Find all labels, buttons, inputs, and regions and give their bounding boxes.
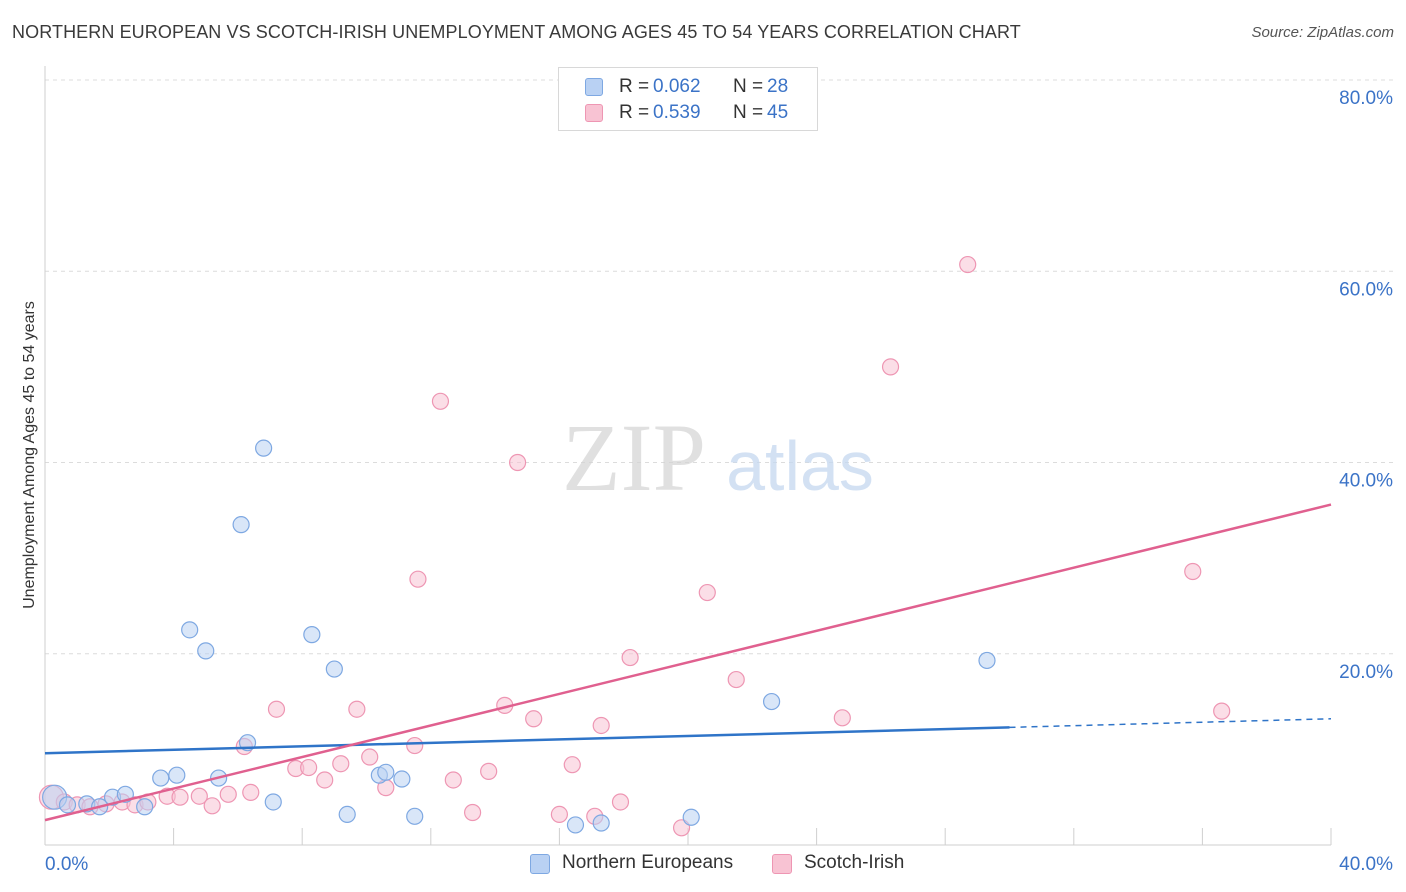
legend-swatch-blue <box>585 78 603 96</box>
scotch-irish-point <box>525 710 543 728</box>
legend-label: Scotch-Irish <box>804 852 905 873</box>
northern-europeans-point <box>338 805 356 824</box>
northern-europeans-point <box>152 769 170 787</box>
scotch-irish-point <box>444 771 462 789</box>
scotch-irish-point <box>959 255 977 274</box>
northern-europeans-point <box>136 798 154 816</box>
scotch-irish-point <box>267 700 286 718</box>
scotch-irish-point <box>190 787 208 805</box>
legend-swatch-pink <box>772 854 792 874</box>
legend-swatch-blue <box>530 854 550 874</box>
x-tick-label: 40.0% <box>1339 854 1393 875</box>
legend-n-label: N = <box>733 102 764 123</box>
trend-lines <box>44 503 1332 822</box>
scotch-irish-point <box>431 392 450 410</box>
northern-europeans-point <box>264 793 282 811</box>
northern-europeans-trend-extension <box>1009 718 1332 729</box>
y-tick-label: 40.0% <box>1339 471 1393 492</box>
northern-europeans-point <box>566 816 585 834</box>
legend-n-value: 45 <box>767 102 789 123</box>
watermark-atlas: atlas <box>726 427 874 505</box>
scotch-irish-point <box>1184 562 1202 581</box>
scotch-irish-point <box>409 570 427 588</box>
northern-europeans-point <box>197 642 215 660</box>
scotch-irish-point <box>611 793 630 811</box>
y-tick-label: 60.0% <box>1339 279 1393 300</box>
northern-europeans-point <box>592 814 610 832</box>
northern-europeans-point <box>762 692 781 711</box>
northern-europeans-point <box>181 621 199 639</box>
tick-labels: 20.0% 40.0% 60.0% 80.0% 0.0% 40.0% <box>45 88 1393 875</box>
scotch-irish-trend-line <box>44 503 1332 822</box>
scotch-irish-point <box>881 358 900 376</box>
northern-europeans-point <box>325 660 343 678</box>
scotch-irish-point <box>406 736 424 755</box>
scotch-irish-point <box>509 453 527 472</box>
scotch-irish-point <box>592 716 610 735</box>
scotch-irish-point <box>332 755 350 773</box>
watermark: ZIP atlas <box>562 404 874 511</box>
series-legend: Northern Europeans Scotch-Irish <box>0 852 1406 878</box>
scotch-irish-point <box>621 648 639 667</box>
legend-r-value: 0.539 <box>653 102 701 123</box>
legend-swatch-pink <box>585 104 603 122</box>
x-tick-label: 0.0% <box>45 854 88 875</box>
scotch-irish-point <box>348 700 366 718</box>
scotch-irish-point <box>316 771 334 789</box>
northern-europeans-point <box>377 763 395 781</box>
source-credit: Source: ZipAtlas.com <box>1251 24 1394 41</box>
scotch-irish-point <box>550 805 569 824</box>
legend-r-value: 0.062 <box>653 76 701 97</box>
northern-europeans-point <box>393 770 411 788</box>
scotch-irish-point <box>672 819 691 837</box>
legend-r-label: R = <box>619 102 650 123</box>
scotch-irish-point <box>563 756 581 774</box>
scotch-irish-point <box>727 670 745 689</box>
northern-europeans-point <box>168 766 186 784</box>
northern-europeans-point <box>682 808 700 826</box>
northern-europeans-point <box>232 516 250 534</box>
scotch-irish-point <box>833 709 851 727</box>
scotch-irish-point <box>171 788 189 806</box>
scotch-irish-point <box>203 797 221 815</box>
northern-europeans-point <box>303 626 321 644</box>
y-tick-label: 80.0% <box>1339 88 1393 109</box>
scotch-irish-point <box>242 783 260 802</box>
scotch-irish-point <box>1213 702 1231 720</box>
northern-europeans-trend-line <box>44 726 1010 755</box>
axis-layer <box>44 66 1332 846</box>
legend-n-value: 28 <box>767 76 789 97</box>
chart-title: NORTHERN EUROPEAN VS SCOTCH-IRISH UNEMPL… <box>12 22 1021 42</box>
scotch-irish-point <box>219 785 237 803</box>
scotch-irish-point <box>698 583 716 602</box>
scotch-irish-point <box>480 762 498 780</box>
northern-europeans-point <box>58 796 77 814</box>
northern-europeans-point <box>978 651 996 670</box>
scotch-irish-point <box>361 748 379 766</box>
watermark-zip: ZIP <box>562 404 706 511</box>
legend-r-label: R = <box>619 76 650 97</box>
northern-europeans-point <box>255 439 273 457</box>
northern-europeans-point <box>406 807 424 825</box>
stats-legend: R = 0.062 N = 28 R = 0.539 N = 45 <box>558 67 818 131</box>
y-tick-label: 20.0% <box>1339 662 1393 683</box>
series-northern-europeans-points <box>42 439 996 834</box>
scotch-irish-point <box>463 803 482 822</box>
legend-label: Northern Europeans <box>562 852 734 873</box>
scotch-irish-point <box>300 758 318 777</box>
legend-n-label: N = <box>733 76 764 97</box>
